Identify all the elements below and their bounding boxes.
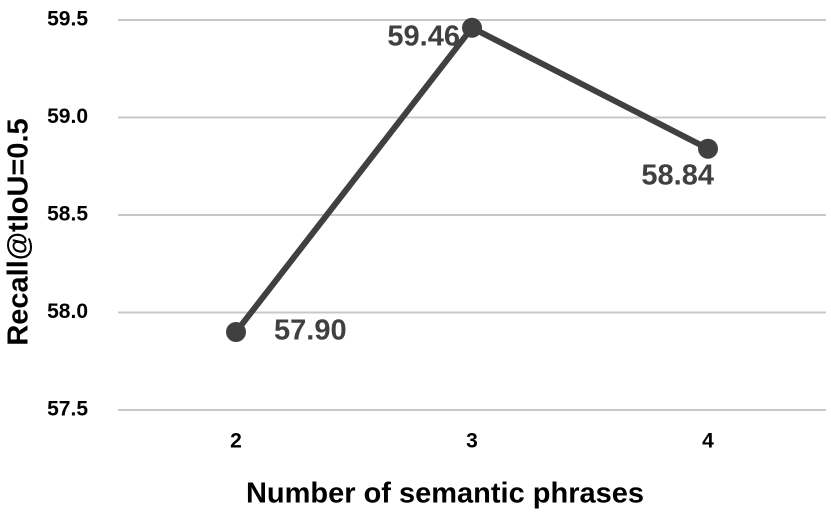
- y-tick-label: 59.0: [47, 105, 88, 128]
- marker: [462, 17, 482, 38]
- data-label: 59.46: [387, 20, 460, 52]
- x-tick-label: 4: [702, 430, 714, 453]
- marker: [698, 138, 718, 159]
- y-tick-label: 57.5: [47, 398, 88, 421]
- marker: [226, 322, 246, 342]
- y-axis-title: Recall@tIoU=0.5: [3, 118, 35, 345]
- data-label: 58.84: [641, 159, 714, 191]
- x-axis-title: Number of semantic phrases: [246, 478, 644, 510]
- y-tick-label: 59.5: [47, 8, 88, 31]
- y-tick-label: 58.0: [47, 300, 88, 323]
- data-label: 57.90: [274, 315, 347, 347]
- y-tick-label: 58.5: [47, 203, 88, 226]
- line: [233, 24, 710, 334]
- x-tick-label: 3: [466, 430, 478, 453]
- x-tick-label: 2: [230, 430, 242, 453]
